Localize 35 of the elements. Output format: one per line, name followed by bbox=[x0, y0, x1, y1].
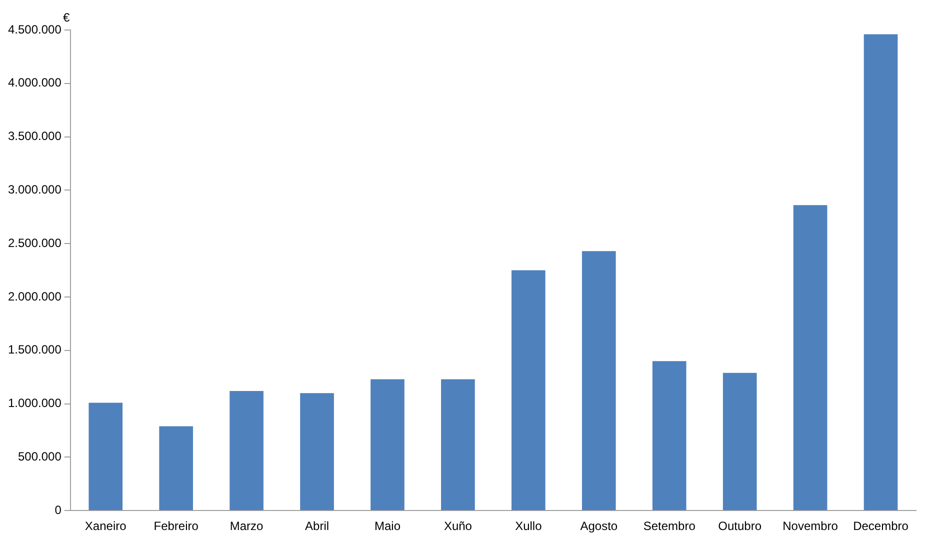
bar bbox=[159, 426, 193, 510]
bar bbox=[370, 379, 404, 510]
x-tick-label: Xullo bbox=[515, 519, 542, 534]
bar bbox=[441, 379, 475, 510]
bar bbox=[722, 372, 757, 510]
y-tick-label: 4.500.000 bbox=[8, 22, 62, 36]
bar bbox=[512, 270, 546, 510]
bar bbox=[230, 390, 264, 510]
x-tick-label: Febreiro bbox=[154, 519, 199, 534]
x-tick-label: Xaneiro bbox=[84, 519, 127, 534]
y-tick-label: 500.000 bbox=[18, 450, 62, 464]
x-tick-label: Outubro bbox=[718, 519, 762, 534]
bar bbox=[88, 402, 123, 510]
y-tick-label: 2.000.000 bbox=[8, 289, 62, 304]
bar bbox=[793, 205, 828, 510]
bar bbox=[652, 361, 686, 510]
bar bbox=[582, 251, 616, 510]
x-tick-label: Xuño bbox=[444, 519, 472, 534]
y-tick-label: 1.000.000 bbox=[8, 396, 62, 410]
y-tick-label: 3.000.000 bbox=[8, 182, 62, 197]
y-tick-label: 4.000.000 bbox=[8, 76, 62, 90]
x-tick-label: Marzo bbox=[230, 519, 264, 534]
y-tick-label: 0 bbox=[54, 502, 62, 517]
x-tick-label: Abril bbox=[305, 519, 330, 534]
bar bbox=[864, 34, 898, 510]
y-tick-label: 1.500.000 bbox=[8, 342, 62, 357]
bar bbox=[300, 393, 334, 510]
x-tick-label: Setembro bbox=[643, 519, 696, 534]
x-tick-label: Agosto bbox=[580, 519, 618, 534]
x-tick-label: Decembro bbox=[853, 519, 909, 534]
y-tick-label: 3.500.000 bbox=[8, 129, 62, 144]
x-tick-label: Novembro bbox=[782, 519, 838, 534]
y-axis-title: € bbox=[63, 10, 70, 24]
x-tick-label: Maio bbox=[374, 519, 401, 534]
y-tick-label: 2.500.000 bbox=[8, 236, 62, 250]
